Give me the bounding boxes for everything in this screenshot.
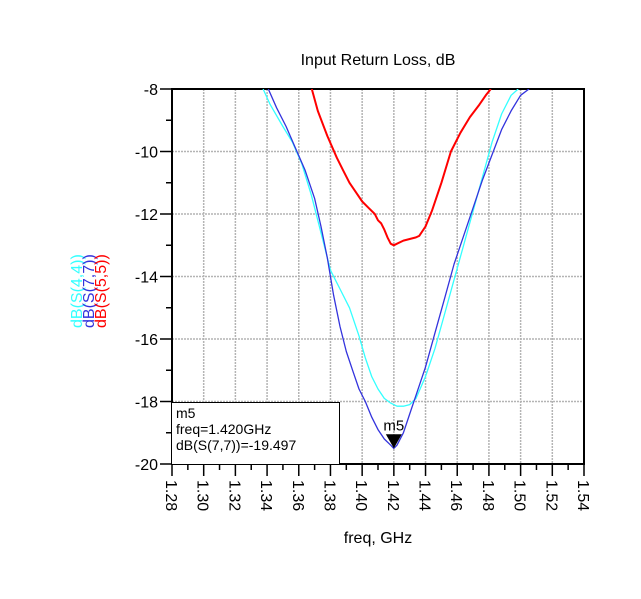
legend-s55: dB(S(5,5)) <box>93 254 110 328</box>
x-tick-label: 1.40 <box>352 480 369 511</box>
x-tick-label: 1.54 <box>574 480 591 511</box>
marker-readout-box[interactable]: m5 freq=1.420GHz dB(S(7,7))=-19.497 <box>172 402 340 464</box>
x-tick-label: 1.46 <box>447 480 464 511</box>
series-line-dBS44 <box>262 89 519 407</box>
grid <box>172 89 584 464</box>
x-tick-label: 1.42 <box>384 480 401 511</box>
series-line-dBS55 <box>310 89 492 247</box>
y-tick-label: -18 <box>135 395 158 412</box>
legend-y-labels: dB(S(4,4)) dB(S(7,7)) dB(S(5,5)) <box>69 228 116 328</box>
marker-label: m5 <box>383 417 404 434</box>
x-tick-label: 1.44 <box>416 480 433 511</box>
y-tick-label: -16 <box>135 332 158 349</box>
x-axis-label: freq, GHz <box>343 530 413 547</box>
x-axis: 1.28 1.30 1.32 1.34 1.36 1.38 1.40 1.42 1.44 1.46… <box>162 464 591 511</box>
x-tick-label: 1.34 <box>257 480 274 511</box>
x-tick-label: 1.48 <box>479 480 496 511</box>
x-tick-label: 1.32 <box>225 480 242 511</box>
y-tick-label: -12 <box>135 207 158 224</box>
y-tick-label: -20 <box>135 457 158 474</box>
x-tick-label: 1.38 <box>320 480 337 511</box>
chart-title: Input Return Loss, dB <box>300 52 456 69</box>
y-axis: -8 -10 -12 -14 -16 -18 -20 <box>135 82 172 474</box>
x-tick-label: 1.28 <box>162 480 179 511</box>
x-tick-label: 1.50 <box>511 480 528 511</box>
marker-name: m5 <box>176 405 196 421</box>
x-tick-label: 1.30 <box>194 480 211 511</box>
y-tick-label: -10 <box>135 145 158 162</box>
x-tick-label: 1.52 <box>542 480 559 511</box>
y-tick-label: -14 <box>135 270 158 287</box>
marker-triangle-icon <box>385 434 402 449</box>
x-tick-label: 1.36 <box>289 480 306 511</box>
series-line-dBS77 <box>267 89 530 450</box>
marker-value: dB(S(7,7))=-19.497 <box>176 437 297 453</box>
y-tick-label: -8 <box>144 82 158 99</box>
marker-freq: freq=1.420GHz <box>176 421 272 437</box>
